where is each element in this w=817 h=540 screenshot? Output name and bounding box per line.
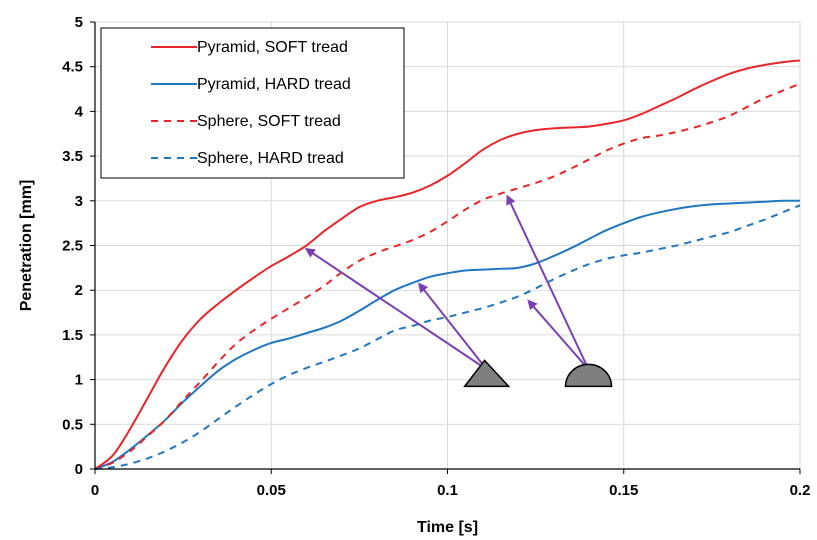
x-tick-label: 0.15 <box>609 482 638 499</box>
x-tick-label: 0.1 <box>437 482 458 499</box>
series-line-pyramid-hard-tread <box>94 199 801 470</box>
y-tick-label: 3.5 <box>62 148 83 165</box>
x-tick-label: 0 <box>91 482 99 499</box>
sphere-arrow <box>527 299 590 371</box>
y-tick-label: 5 <box>75 14 83 31</box>
pyramid-arrow <box>418 282 488 371</box>
y-axis-title: Penetration [mm] <box>18 180 35 312</box>
legend: Pyramid, SOFT tread Pyramid, HARD tread Sp… <box>100 27 405 179</box>
legend-box <box>100 27 405 179</box>
x-tick-label: 0.2 <box>790 482 811 499</box>
y-tick-label: 0 <box>75 461 83 478</box>
y-tick-label: 0.5 <box>62 416 83 433</box>
series-layer <box>94 59 801 470</box>
series-line-sphere-soft-tread <box>94 82 801 470</box>
legend-label: Pyramid, SOFT tread <box>197 39 348 56</box>
pyramid-icon <box>463 359 511 388</box>
legend-label: Pyramid, HARD tread <box>197 76 351 93</box>
y-tick-label: 3 <box>75 193 83 210</box>
y-tick-label: 4 <box>75 103 84 120</box>
sphere-arrow <box>506 194 590 370</box>
x-tick-label: 0.05 <box>257 482 286 499</box>
sphere-icon <box>564 363 613 388</box>
y-tick-label: 4.5 <box>62 59 83 76</box>
y-tick-label: 2.5 <box>62 238 83 255</box>
x-axis-title: Time [s] <box>417 519 478 536</box>
y-tick-label: 1.5 <box>62 327 83 344</box>
legend-label: Sphere, SOFT tread <box>197 113 341 130</box>
series-line-pyramid-soft-tread <box>94 59 801 470</box>
legend-label: Sphere, HARD tread <box>197 150 344 167</box>
pyramid-arrow <box>304 247 488 371</box>
y-tick-label: 1 <box>75 372 83 389</box>
axes: 0 0.5 1 1.5 2 2.5 3 3.5 4 4.5 5 0 0.05 0.1 0.15 0.2 <box>62 14 810 499</box>
annotations <box>304 194 613 388</box>
y-tick-label: 2 <box>75 282 83 299</box>
